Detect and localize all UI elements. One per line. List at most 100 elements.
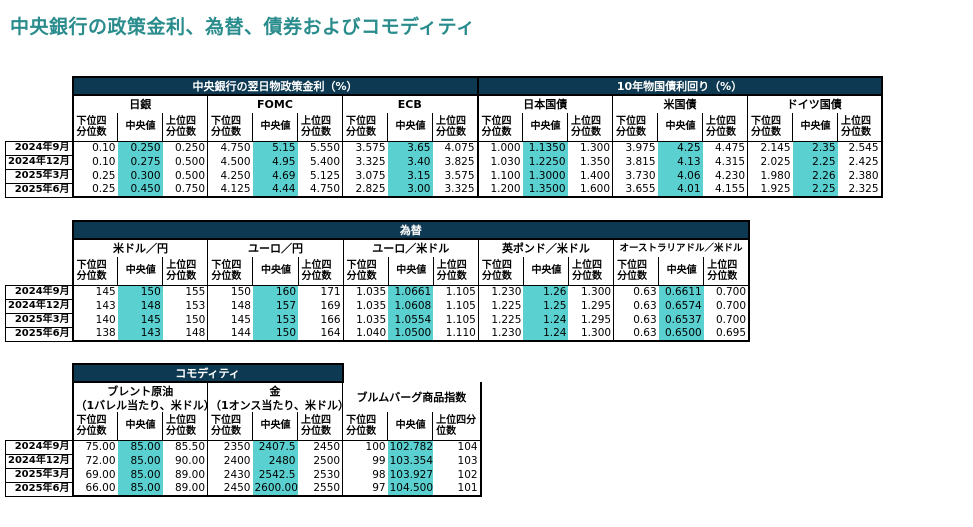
col-header-high: 上位四分位数: [837, 113, 883, 142]
col-header-high: 上位四分位数: [162, 113, 208, 142]
value-cell: 1.400: [579, 169, 611, 182]
value-cell: 1.1350: [522, 141, 568, 155]
value-cell: 98: [342, 468, 388, 482]
table-row: 2025年6月 66.00 85.00 89.00 2450 2600.00 2550 97 1…: [5, 481, 482, 497]
value-cell: 1.350: [579, 155, 611, 168]
value-cell: 102.782: [387, 440, 433, 454]
value-cell: 140: [71, 313, 118, 327]
value-cell: 144: [207, 327, 253, 342]
col-header-median: 中央値: [387, 257, 434, 286]
row-label: 2024年12月: [5, 453, 74, 469]
value-cell: 0.25: [71, 169, 118, 183]
col-header-high: 上位四分位数: [431, 113, 478, 142]
value-cell: 3.00: [387, 183, 433, 198]
value-cell: 1.24: [523, 327, 569, 342]
value-cell: 1.230: [477, 327, 524, 342]
group-header: 金: [206, 382, 344, 399]
col-header-median: 中央値: [657, 113, 703, 142]
value-cell: 148: [207, 299, 253, 313]
table-row: 2024年12月 0.10 0.275 0.500 4.500 4.95 5.400 3.32…: [5, 154, 883, 170]
col-header-median: 中央値: [387, 412, 433, 441]
col-header-high: 上位四分位数: [162, 412, 208, 441]
value-cell: 2350: [207, 440, 253, 454]
value-cell: 171: [320, 286, 341, 298]
row-label: 2024年9月: [4, 284, 74, 300]
value-cell: 0.6574: [658, 299, 704, 313]
value-cell: 0.63: [613, 285, 659, 299]
value-cell: 85.50: [174, 441, 205, 453]
value-cell: 0.300: [117, 169, 163, 183]
value-cell: 153: [252, 313, 299, 327]
value-cell: 1.3000: [522, 169, 568, 183]
col-header-low: 下位四分位数: [207, 113, 253, 142]
value-cell: 3.575: [342, 141, 388, 155]
col-header-high: 上位四分位数: [296, 412, 343, 441]
value-cell: 66.00: [71, 482, 118, 497]
value-cell: 0.500: [174, 155, 205, 168]
value-cell: 2.425: [837, 155, 883, 169]
col-header-low: 下位四分位数: [613, 257, 659, 286]
value-cell: 2.25: [792, 155, 838, 169]
value-cell: 1.600: [567, 183, 613, 198]
value-cell: 157: [252, 299, 299, 313]
value-cell: 100: [342, 440, 388, 454]
col-header-low: 下位四分位数: [342, 412, 388, 441]
value-cell: 2542.5: [252, 468, 298, 482]
table-row: 2024年9月 145 150 155 150 160 171 1.035 1.0661 1.10…: [4, 284, 751, 300]
value-cell: 143: [71, 299, 118, 313]
col-header-low: 下位四分位数: [747, 113, 793, 142]
value-cell: 0.275: [117, 155, 163, 169]
value-cell: 2430: [207, 468, 253, 482]
value-cell: 1.100: [476, 169, 523, 183]
col-header-median: 中央値: [117, 412, 163, 441]
value-cell: 3.075: [342, 169, 388, 183]
value-cell: 2.025: [747, 155, 793, 169]
value-cell: 2.825: [342, 183, 388, 198]
value-cell: 153: [185, 299, 206, 312]
value-cell: 4.06: [657, 169, 703, 183]
row-label: 2024年12月: [5, 154, 74, 170]
value-cell: 3.65: [387, 141, 433, 155]
value-cell: 4.69: [252, 169, 298, 183]
table-row: 2024年9月 0.10 0.250 0.250 4.750 5.15 5.550 3.575…: [5, 140, 883, 156]
value-cell: 3.325: [342, 155, 388, 169]
value-cell: 1.230: [477, 285, 524, 299]
col-header-median: 中央値: [252, 412, 298, 441]
value-cell: 97: [342, 482, 388, 497]
group-header: ユーロ／米ドル: [342, 239, 479, 257]
bond-yield-section-title: 10年物国債利回り（%）: [476, 76, 883, 96]
col-header-high: 上位四分位数: [162, 257, 208, 286]
row-label: 2025年6月: [5, 182, 74, 198]
group-header: ブルムバーグ商品指数: [342, 382, 482, 412]
col-header-low: 下位四分位数: [342, 113, 388, 142]
value-cell: 1.105: [445, 286, 476, 298]
value-cell: 1.000: [476, 141, 523, 155]
value-cell: 3.825: [444, 155, 475, 168]
value-cell: 1.225: [477, 313, 524, 327]
value-cell: 3.730: [612, 169, 658, 183]
value-cell: 3.815: [612, 155, 658, 169]
row-label: 2025年6月: [5, 481, 74, 497]
value-cell: 4.750: [207, 141, 253, 155]
value-cell: 1.105: [445, 313, 476, 326]
value-cell: 3.325: [432, 183, 478, 198]
value-cell: 2400: [207, 454, 253, 468]
value-cell: 5.400: [309, 155, 340, 168]
col-header-low: 下位四分位数: [71, 113, 118, 142]
col-header-low: 下位四分位数: [477, 257, 524, 286]
value-cell: 2.25: [792, 183, 838, 198]
col-header-low: 下位四分位数: [71, 257, 118, 286]
value-cell: 1.295: [581, 299, 612, 312]
col-header-median: 中央値: [658, 257, 704, 286]
value-cell: 0.6537: [658, 313, 704, 327]
value-cell: 4.750: [297, 183, 343, 198]
value-cell: 0.700: [703, 313, 751, 327]
value-cell: 1.030: [476, 155, 523, 169]
value-cell: 155: [185, 286, 206, 298]
group-header: ドイツ国債: [747, 95, 883, 113]
group-header: 日銀: [71, 95, 208, 113]
col-header-median: 中央値: [792, 113, 838, 142]
value-cell: 0.63: [613, 327, 659, 342]
row-label: 2025年3月: [4, 312, 74, 328]
value-cell: 103.927: [387, 468, 433, 482]
